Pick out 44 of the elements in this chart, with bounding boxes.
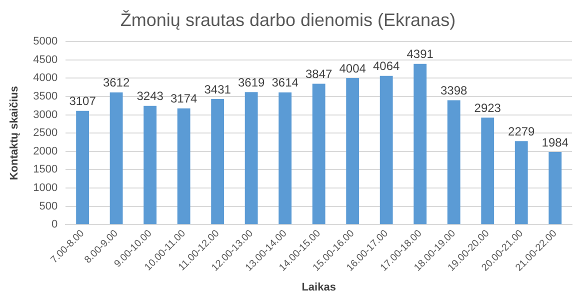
y-tick-label: 0 [52,218,58,231]
data-label: 3847 [305,67,333,82]
y-tick-label: 3000 [33,108,58,121]
bar [447,100,460,224]
bar [177,108,190,224]
bar [346,78,360,224]
x-axis-title: Laikas [302,281,336,294]
data-label: 3398 [440,84,468,98]
data-label: 4391 [406,47,434,62]
y-tick-label: 5000 [33,36,58,48]
data-label: 2923 [474,100,502,115]
bar [481,118,494,224]
bar [514,141,528,224]
bar [244,92,258,224]
y-tick-label: 1000 [33,182,58,194]
data-label: 3174 [170,92,198,106]
bar [312,84,326,224]
data-label: 3107 [69,94,96,108]
bar [76,110,90,224]
data-label: 3614 [272,76,299,90]
y-tick-label: 500 [39,200,58,212]
bar [211,99,224,224]
bar [380,76,393,224]
data-label: 4064 [372,59,400,74]
y-tick-label: 4000 [33,72,58,84]
bar [548,152,562,224]
y-tick-label: 1500 [33,164,58,176]
bar [144,106,157,224]
data-label: 1984 [542,135,569,150]
data-label: 3612 [102,76,130,90]
y-tick-label: 2000 [33,145,58,158]
y-axis-title: Kontaktų skaičius [8,86,21,180]
chart-title: Žmonių srautas darbo dienomis (Ekranas) [120,10,456,30]
y-tick-label: 2500 [33,127,58,140]
data-label: 3619 [238,75,265,90]
bar [278,92,292,224]
y-tick-label: 3500 [33,90,58,103]
data-label: 2279 [508,124,536,138]
data-label: 4004 [339,61,366,76]
bar [414,64,427,224]
data-label: 3243 [136,89,164,104]
data-label: 3431 [204,82,232,96]
y-tick-label: 4500 [33,54,58,66]
bar [110,92,123,224]
